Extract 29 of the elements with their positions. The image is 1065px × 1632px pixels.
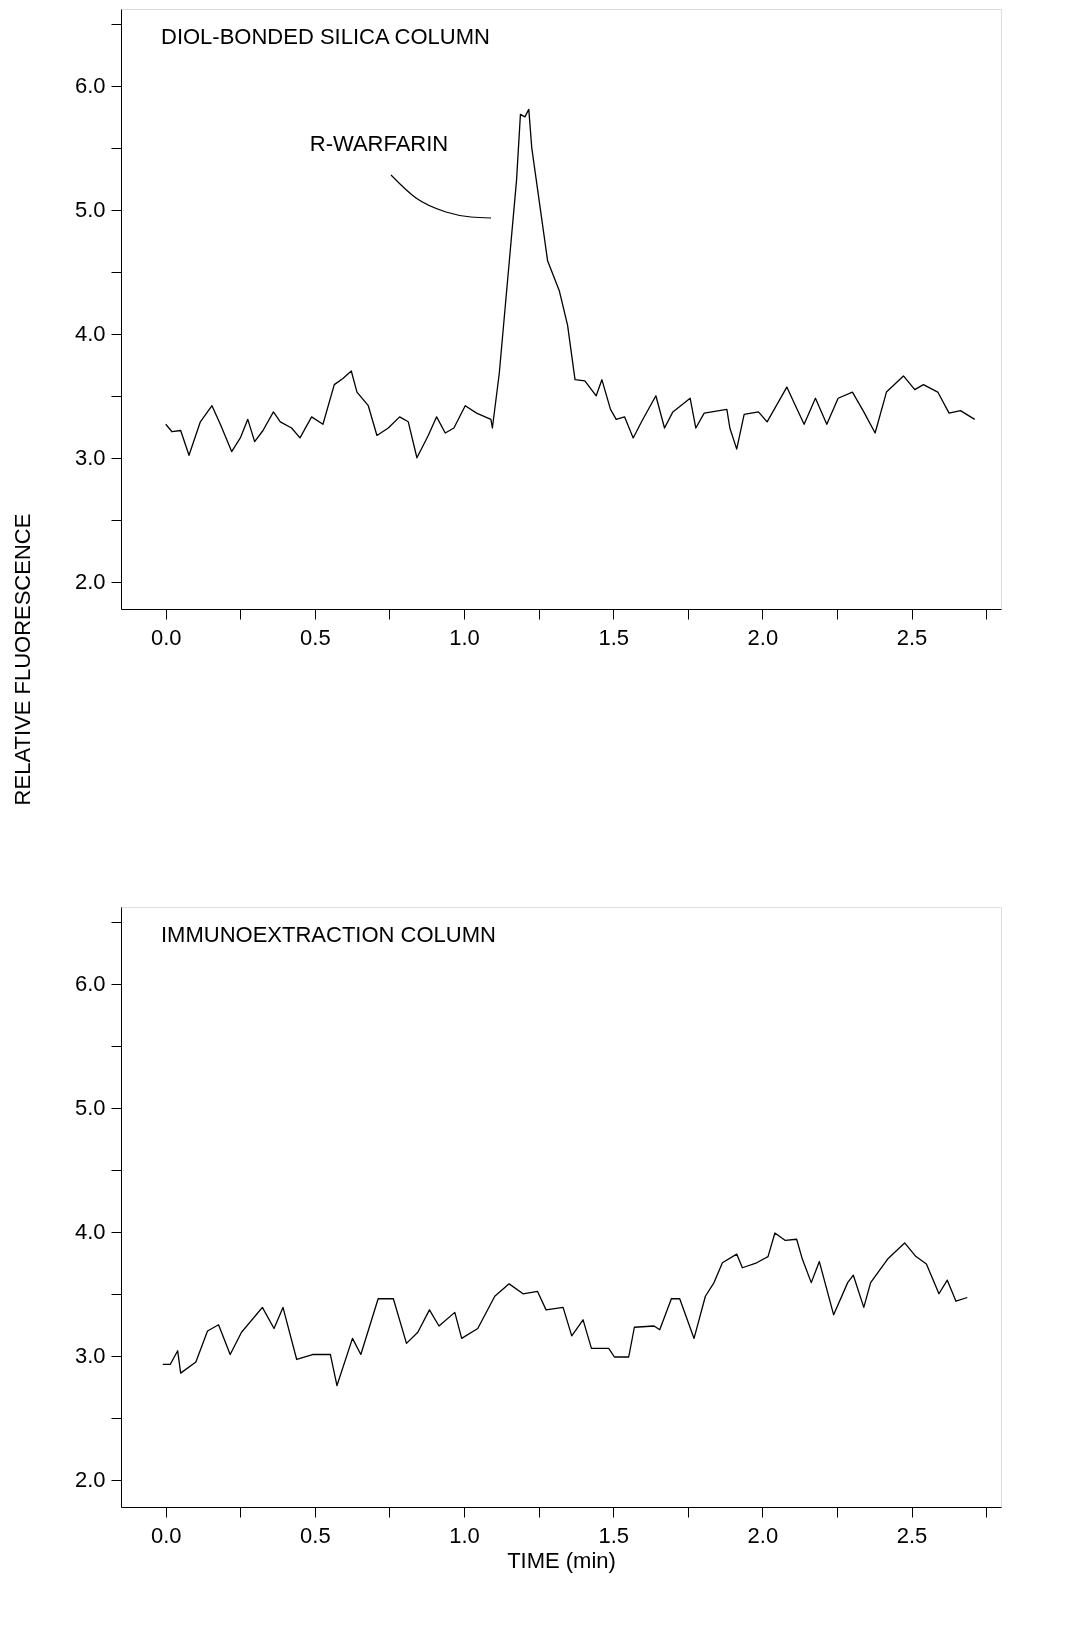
x-tick-label: 1.5 [598,624,629,650]
x-axis-title: TIME (min) [507,1547,616,1573]
x-tick-label: 1.5 [598,1522,629,1548]
x-tick-label: 0.0 [150,1522,182,1548]
x-tick-label: 0.5 [300,1522,331,1548]
y-tick-label: 4.0 [74,1219,106,1245]
y-axis-title: RELATIVE FLUORESCENCE [9,513,35,806]
x-tick-label: 2.0 [747,1522,779,1548]
y-tick-label: 5.0 [74,197,106,223]
y-tick-label: 3.0 [74,445,106,471]
text: IMMUNOEXTRACTION COLUMN [161,922,496,947]
line-series [162,1232,968,1387]
annotation: R-WARFARIN [309,131,449,156]
text: DIOL-BONDED SILICA COLUMN [161,24,490,49]
x-tick-label: 2.0 [747,624,779,650]
y-tick-label: 6.0 [74,971,106,997]
x-tick-label: 0.5 [300,624,331,650]
y-tick-label: 5.0 [74,1095,106,1121]
y-tick-label: 2.0 [74,569,106,595]
line-series [165,108,976,459]
y-tick-label: 6.0 [74,73,106,99]
y-tick-label: 2.0 [74,1467,106,1493]
x-tick-label: 0.0 [150,624,182,650]
x-tick-label: 1.0 [449,1522,480,1548]
x-tick-label: 2.5 [896,1522,928,1548]
y-tick-label: 3.0 [74,1343,106,1369]
x-tick-label: 2.5 [896,624,928,650]
x-tick-label: 1.0 [449,624,480,650]
y-tick-label: 4.0 [74,321,106,347]
